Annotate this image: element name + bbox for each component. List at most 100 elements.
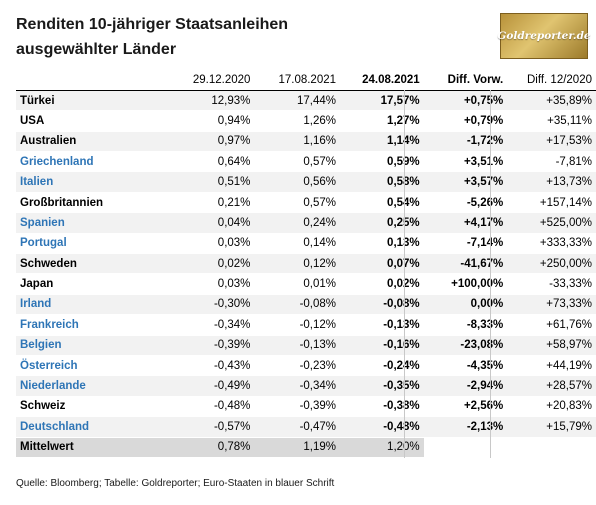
yield-24-08-2021: 0,54% [340, 192, 424, 214]
diff-week: +100,00% [423, 273, 508, 295]
yield-24-08-2021: -0,48% [340, 416, 424, 438]
average-row: Mittelwert 0,78% 1,19% 1,20% [16, 436, 596, 458]
yield-24-08-2021: -0,35% [340, 375, 424, 397]
table-row: Schweiz -0,48% -0,39% -0,38% +2,56% +20,83% [16, 396, 596, 418]
yield-24-08-2021: -0,24% [340, 355, 424, 377]
yield-29-12-2020: 0,51% [166, 171, 255, 193]
yield-24-08-2021: 0,13% [340, 233, 424, 255]
yield-29-12-2020: 0,21% [166, 192, 255, 214]
yield-29-12-2020: 0,03% [166, 233, 255, 255]
yield-table: 29.12.2020 17.08.2021 24.08.2021 Diff. V… [16, 70, 596, 458]
yield-17-08-2021: -0,13% [254, 335, 341, 356]
diff-year: +20,83% [507, 396, 596, 418]
diff-year: +333,33% [507, 233, 596, 255]
diff-week: -1,72% [423, 131, 508, 153]
country-name: Türkei [16, 90, 167, 112]
average-v2: 1,19% [254, 436, 341, 458]
average-blank-2 [507, 437, 596, 458]
yield-29-12-2020: 0,02% [166, 253, 255, 275]
average-label: Mittelwert [16, 436, 167, 458]
yield-17-08-2021: 0,24% [254, 212, 341, 234]
diff-week: -41,67% [423, 253, 508, 275]
diff-year: +13,73% [507, 171, 596, 193]
yield-29-12-2020: -0,39% [166, 335, 255, 356]
yield-29-12-2020: 12,93% [166, 90, 255, 112]
table-body: Türkei 12,93% 17,44% 17,57% +0,75% +35,89% USA… [16, 90, 596, 458]
country-name: Griechenland [16, 151, 167, 173]
yield-29-12-2020: 0,03% [166, 273, 255, 295]
table-row: Belgien -0,39% -0,13% -0,16% -23,08% +58,97% [16, 335, 596, 356]
yield-17-08-2021: 0,57% [254, 192, 341, 214]
table-row: Niederlande -0,49% -0,34% -0,35% -2,94% +28,5… [16, 375, 596, 397]
yield-17-08-2021: 0,01% [254, 273, 341, 295]
table-title: Renditen 10-jähriger Staatsanleihen ausg… [16, 12, 288, 62]
yield-24-08-2021: 1,27% [340, 110, 424, 132]
country-name: Schweden [16, 253, 167, 275]
table-row: Irland -0,30% -0,08% -0,08% 0,00% +73,33% [16, 294, 596, 316]
yield-29-12-2020: -0,43% [166, 355, 255, 377]
country-name: Irland [16, 294, 167, 316]
country-name: Schweiz [16, 396, 167, 418]
yield-24-08-2021: 0,59% [340, 151, 424, 173]
yield-17-08-2021: -0,47% [254, 416, 341, 438]
title-line-2: ausgewählter Länder [16, 41, 177, 58]
source-note: Quelle: Bloomberg; Tabelle: Goldreporter… [16, 478, 335, 489]
country-name: Japan [16, 273, 167, 295]
table-row: Deutschland -0,57% -0,47% -0,48% -2,13% +15,7… [16, 416, 596, 438]
average-v1: 0,78% [166, 436, 255, 458]
header-date-3: 24.08.2021 [340, 70, 424, 91]
yield-29-12-2020: 0,04% [166, 212, 255, 234]
yield-17-08-2021: 0,14% [254, 233, 341, 255]
diff-week: -5,26% [423, 192, 508, 214]
average-blank-1 [423, 437, 508, 458]
diff-year: +157,14% [507, 192, 596, 214]
header-date-2: 17.08.2021 [254, 70, 341, 91]
country-name: Portugal [16, 233, 167, 255]
yield-24-08-2021: 0,07% [340, 253, 424, 275]
diff-year: +58,97% [507, 335, 596, 356]
goldreporter-logo: Goldreporter.de [497, 13, 591, 59]
country-name: Deutschland [16, 416, 167, 438]
diff-year: +73,33% [507, 294, 596, 316]
column-divider [490, 90, 491, 458]
country-name: Australien [16, 131, 167, 153]
yield-17-08-2021: -0,39% [254, 396, 341, 418]
yield-17-08-2021: -0,23% [254, 355, 341, 377]
yield-29-12-2020: 0,94% [166, 110, 255, 132]
yield-17-08-2021: 1,26% [254, 110, 341, 132]
diff-year: +17,53% [507, 131, 596, 153]
logo-text: Goldreporter.de [497, 30, 591, 42]
yield-17-08-2021: 1,16% [254, 131, 341, 153]
header-country [16, 70, 167, 91]
yield-24-08-2021: 0,58% [340, 171, 424, 193]
yield-24-08-2021: -0,16% [340, 335, 424, 356]
country-name: Niederlande [16, 375, 167, 397]
diff-year: -7,81% [507, 151, 596, 173]
table-row: Großbritannien0,21%0,57%0,54%-5,26%+157,… [16, 192, 596, 214]
diff-year: +250,00% [507, 253, 596, 275]
yield-29-12-2020: 0,64% [166, 151, 255, 173]
column-divider [404, 90, 405, 458]
yield-29-12-2020: -0,48% [166, 396, 255, 418]
country-name: USA [16, 110, 167, 132]
country-name: Frankreich [16, 314, 167, 336]
diff-week: -4,35% [423, 355, 508, 377]
country-name: Großbritannien [16, 192, 167, 214]
diff-week: 0,00% [423, 294, 508, 316]
country-name: Belgien [16, 335, 167, 356]
yield-24-08-2021: -0,38% [340, 396, 424, 418]
diff-year: +35,11% [507, 110, 596, 132]
diff-year: +44,19% [507, 355, 596, 377]
yield-17-08-2021: -0,08% [254, 294, 341, 316]
table-row: Türkei 12,93% 17,44% 17,57% +0,75% +35,89% [16, 90, 596, 112]
yield-24-08-2021: 0,02% [340, 273, 424, 295]
diff-week: +2,56% [423, 396, 508, 418]
yield-24-08-2021: 0,25% [340, 212, 424, 234]
diff-week: -2,94% [423, 375, 508, 397]
